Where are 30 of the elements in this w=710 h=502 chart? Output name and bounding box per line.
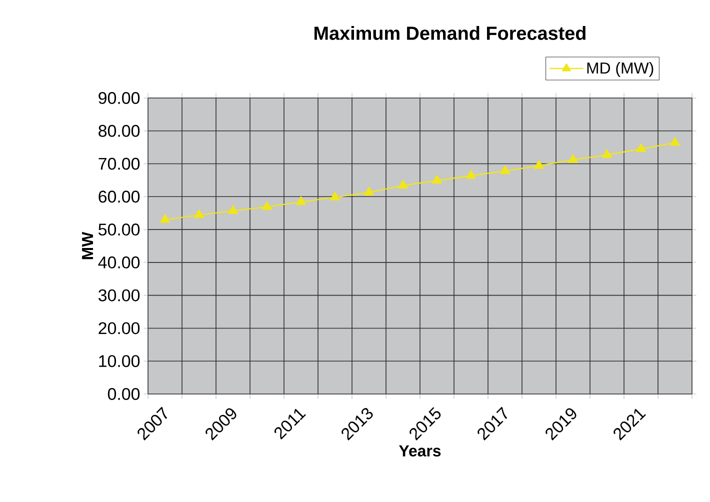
y-tick-label: 50.00 <box>98 224 140 236</box>
point <box>364 186 374 196</box>
y-tick-label: 60.00 <box>98 190 140 203</box>
point <box>636 143 646 152</box>
point <box>262 201 272 210</box>
point <box>500 165 510 174</box>
y-axis-title: MW <box>82 232 94 260</box>
y-tick-label: 0.00 <box>108 388 140 400</box>
point <box>534 160 544 169</box>
point <box>398 180 408 189</box>
legend-label: MD (MW) <box>587 62 654 77</box>
y-tick-label: 80.00 <box>98 124 140 137</box>
point <box>670 137 680 146</box>
point <box>296 196 306 206</box>
point <box>228 205 238 214</box>
x-axis-title: Years <box>399 445 441 457</box>
y-tick-label: 40.00 <box>98 256 140 268</box>
point <box>568 154 578 163</box>
y-tick-label: 10.00 <box>99 355 140 368</box>
y-tick-label: 90.00 <box>98 92 140 104</box>
y-tick-label: 20.00 <box>98 322 140 334</box>
point <box>330 192 340 200</box>
point <box>160 214 170 223</box>
point <box>432 174 442 184</box>
chart-title: Maximum Demand Forecasted <box>314 26 586 40</box>
y-tick-label: 70.00 <box>98 158 140 170</box>
y-tick-label: 30.00 <box>98 289 140 302</box>
point <box>602 149 612 158</box>
point <box>194 209 204 218</box>
point <box>466 170 476 179</box>
